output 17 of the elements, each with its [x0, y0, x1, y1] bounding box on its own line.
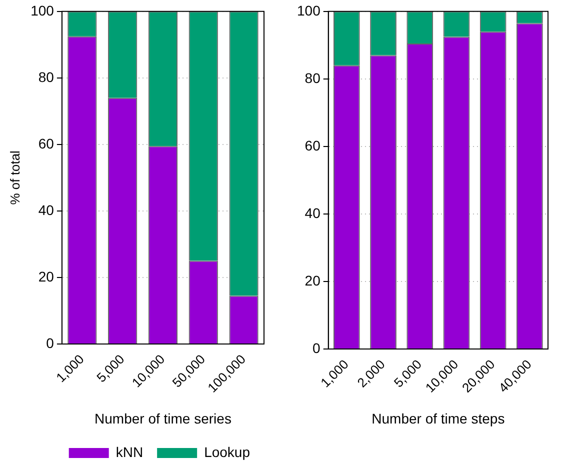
y-axis-title: % of total [7, 150, 22, 205]
y-tick-label: 60 [304, 137, 321, 154]
x-axis-title: Number of time series [94, 410, 232, 426]
y-tick-label: 0 [46, 334, 54, 351]
legend-label: Lookup [204, 444, 250, 460]
y-tick-label: 100 [297, 2, 321, 18]
y-tick-label: 80 [38, 68, 54, 85]
y-tick-label: 40 [304, 204, 321, 221]
y-tick-label: 20 [38, 268, 54, 284]
y-tick-label: 60 [38, 135, 54, 152]
y-tick-label: 0 [312, 340, 321, 356]
y-tick-label: 100 [30, 2, 54, 18]
y-tick-label: 80 [304, 70, 321, 86]
x-axis-title: Number of time steps [372, 410, 505, 426]
y-tick-label: 40 [38, 202, 54, 218]
legend-label: kNN [116, 444, 144, 460]
y-tick-label: 20 [304, 272, 321, 288]
